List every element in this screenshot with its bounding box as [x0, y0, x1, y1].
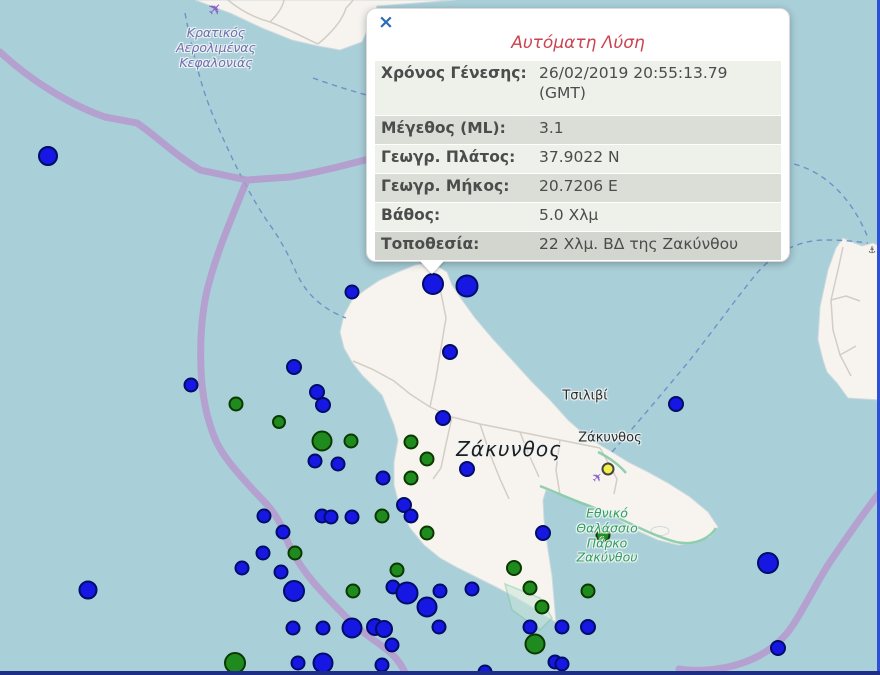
earthquake-marker-blue[interactable] [307, 453, 323, 469]
earthquake-marker-blue[interactable] [290, 655, 306, 671]
earthquake-marker-blue[interactable] [315, 397, 331, 413]
earthquake-marker-blue[interactable] [535, 525, 551, 541]
earthquake-marker-blue[interactable] [757, 552, 779, 574]
row-label: Γεωγρ. Πλάτος: [381, 148, 516, 166]
earthquake-marker-blue[interactable] [275, 524, 291, 540]
earthquake-marker-blue[interactable] [315, 620, 331, 636]
earthquake-marker-blue[interactable] [309, 384, 325, 400]
earthquake-marker-green[interactable] [534, 599, 550, 615]
marine-park-boundary [503, 450, 718, 631]
earthquake-marker-blue[interactable] [403, 508, 419, 524]
table-row: Βάθος: 5.0 Χλμ [375, 203, 781, 231]
earthquake-marker-green[interactable] [419, 451, 435, 467]
row-value: 22 Χλμ. ΒΔ της Ζακύνθου [539, 235, 739, 253]
earthquake-marker-green[interactable] [311, 430, 333, 452]
earthquake-marker-blue[interactable] [459, 461, 475, 477]
earthquake-marker-blue[interactable] [522, 619, 538, 635]
right-island-land [817, 237, 880, 401]
earthquake-marker-blue[interactable] [416, 596, 438, 618]
earthquake-marker-blue[interactable] [375, 470, 391, 486]
table-row: Μέγεθος (ML): 3.1 [375, 116, 781, 144]
earthquake-marker-blue[interactable] [256, 508, 272, 524]
highlighted-marker-yellow[interactable] [601, 462, 615, 476]
earthquake-marker-blue[interactable] [285, 620, 301, 636]
earthquake-marker-blue[interactable] [455, 274, 479, 298]
earthquake-marker-blue[interactable] [312, 652, 334, 674]
row-label: Βάθος: [381, 206, 441, 224]
earthquake-marker-blue[interactable] [255, 545, 271, 561]
kefalonia-land [194, 0, 456, 51]
earthquake-marker-blue[interactable] [464, 581, 480, 597]
earthquake-marker-blue[interactable] [384, 637, 400, 653]
earthquake-marker-green[interactable] [224, 652, 246, 674]
table-row: Χρόνος Γένεσης: 26/02/2019 20:55:13.79 (… [375, 61, 781, 115]
earthquake-marker-green[interactable] [506, 560, 522, 576]
earthquake-marker-blue[interactable] [422, 273, 444, 295]
close-icon[interactable]: × [378, 11, 394, 33]
earthquake-marker-blue[interactable] [432, 583, 448, 599]
earthquake-marker-blue[interactable] [374, 657, 390, 673]
earthquake-marker-blue[interactable] [78, 580, 98, 600]
earthquake-marker-green[interactable] [580, 583, 596, 599]
earthquake-marker-blue[interactable] [323, 509, 339, 525]
earthquake-marker-blue[interactable] [286, 359, 302, 375]
earthquake-marker-green[interactable] [287, 545, 303, 561]
earthquake-marker-blue[interactable] [435, 410, 451, 426]
table-row: Γεωγρ. Μήκος: 20.7206 E [375, 174, 781, 202]
earthquake-marker-green[interactable] [403, 470, 419, 486]
earthquake-marker-blue[interactable] [183, 377, 199, 393]
earthquake-marker-blue[interactable] [234, 560, 250, 576]
earthquake-marker-blue[interactable] [344, 284, 360, 300]
earthquake-marker-blue[interactable] [431, 619, 447, 635]
earthquake-marker-green[interactable] [228, 396, 244, 412]
popup-title: Αυτόματη Λύση [511, 33, 645, 53]
earthquake-marker-blue[interactable] [395, 581, 419, 605]
row-value: 37.9022 N [539, 148, 620, 166]
earthquake-marker-green[interactable] [343, 433, 359, 449]
row-value: 20.7206 E [539, 177, 618, 195]
earthquake-marker-blue[interactable] [273, 564, 289, 580]
popup-attribute-table: Χρόνος Γένεσης: 26/02/2019 20:55:13.79 (… [375, 61, 781, 260]
earthquake-marker-green[interactable] [524, 633, 546, 655]
earthquake-marker-green[interactable] [345, 583, 361, 599]
earthquake-marker-blue[interactable] [770, 640, 786, 656]
right-island-roads [830, 246, 861, 377]
earthquake-marker-green[interactable] [272, 415, 286, 429]
map-frame-bottom-edge [0, 671, 880, 675]
earthquake-marker-blue[interactable] [283, 580, 305, 602]
earthquake-marker-green[interactable] [595, 527, 611, 543]
row-value: 26/02/2019 20:55:13.79 (GMT) [539, 64, 728, 102]
earthquake-marker-green[interactable] [374, 508, 390, 524]
row-label: Χρόνος Γένεσης: [381, 64, 527, 82]
earthquake-marker-blue[interactable] [344, 509, 360, 525]
row-value: 5.0 Χλμ [539, 206, 599, 224]
popup-tail-pointer [419, 260, 445, 274]
earthquake-marker-green[interactable] [403, 434, 419, 450]
earthquake-marker-blue[interactable] [554, 619, 570, 635]
earthquake-marker-green[interactable] [522, 580, 538, 596]
row-label: Γεωγρ. Μήκος: [381, 177, 510, 195]
row-value: 3.1 [539, 119, 564, 137]
earthquake-marker-blue[interactable] [375, 620, 393, 638]
earthquake-markers-layer [38, 146, 786, 675]
earthquake-marker-blue[interactable] [38, 146, 58, 166]
row-label: Μέγεθος (ML): [381, 119, 506, 137]
earthquake-marker-blue[interactable] [554, 656, 570, 672]
earthquake-marker-green[interactable] [389, 562, 405, 578]
earthquake-marker-blue[interactable] [396, 497, 412, 513]
earthquake-marker-blue[interactable] [442, 344, 458, 360]
kefalonia-roads [227, 0, 354, 45]
map-frame-right-edge [877, 0, 880, 675]
row-label: Τοποθεσία: [381, 235, 480, 253]
table-row: Τοποθεσία: 22 Χλμ. ΒΔ της Ζακύνθου [375, 232, 781, 260]
earthquake-marker-green[interactable] [419, 525, 435, 541]
earthquake-marker-blue[interactable] [330, 456, 346, 472]
earthquake-marker-blue[interactable] [668, 396, 684, 412]
earthquake-info-popup: × Αυτόματη Λύση Χρόνος Γένεσης: 26/02/20… [366, 8, 790, 274]
earthquake-marker-blue[interactable] [580, 619, 596, 635]
table-row: Γεωγρ. Πλάτος: 37.9022 N [375, 145, 781, 173]
earthquake-marker-blue[interactable] [341, 617, 363, 639]
